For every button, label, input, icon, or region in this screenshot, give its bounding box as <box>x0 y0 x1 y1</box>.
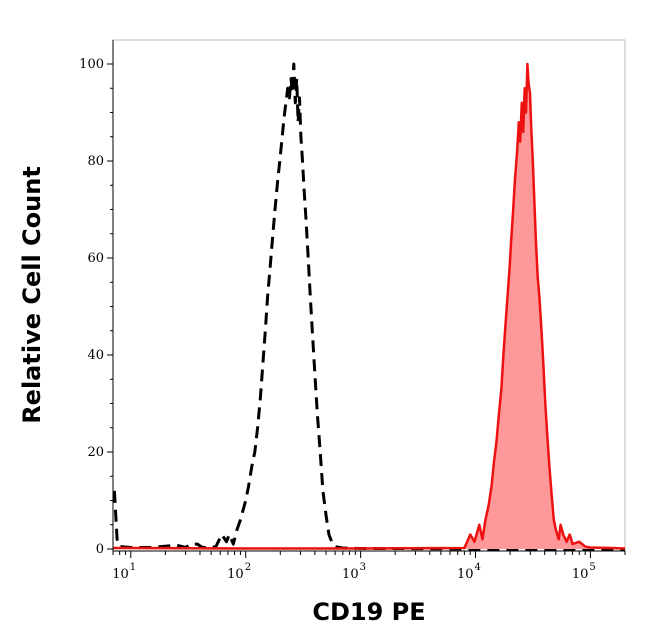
series-1-fill <box>113 64 625 549</box>
series-1-line <box>112 62 626 550</box>
x-tick-exponent: 2 <box>245 562 251 573</box>
x-tick-exponent: 5 <box>589 562 595 573</box>
x-tick-exponent: 1 <box>130 562 136 573</box>
x-tick-exponent: 3 <box>360 562 366 573</box>
series-layer <box>112 62 626 551</box>
series-0-line <box>112 62 625 551</box>
y-tick-label: 0 <box>96 542 104 557</box>
y-tick-label: 100 <box>79 57 104 72</box>
y-tick-label: 80 <box>87 154 104 169</box>
x-tick-label: 10 <box>112 567 129 582</box>
x-tick-label: 10 <box>342 567 359 582</box>
x-axis-title: CD19 PE <box>312 598 425 626</box>
x-tick-label: 10 <box>572 567 589 582</box>
y-tick-label: 60 <box>87 251 104 266</box>
x-tick-label: 10 <box>227 567 244 582</box>
y-tick-label: 40 <box>87 348 104 363</box>
x-tick-label: 10 <box>457 567 474 582</box>
x-tick-exponent: 4 <box>475 562 481 573</box>
y-axis-title: Relative Cell Count <box>18 166 46 424</box>
y-tick-label: 20 <box>87 445 104 460</box>
